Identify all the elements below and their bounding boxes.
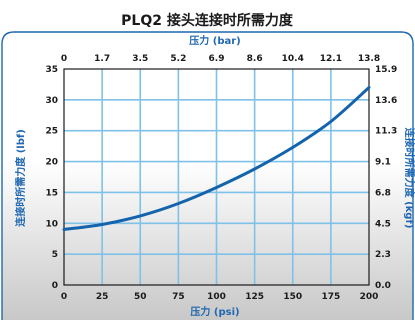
x-tick-label-psi: 0 (61, 292, 67, 302)
y-tick-label-kgf: 6.8 (375, 188, 391, 198)
y-tick-label-lbf: 15 (45, 188, 58, 198)
y-tick-label-kgf: 9.1 (375, 158, 391, 168)
bottom-axis-title: 压力 (psi) (190, 305, 239, 318)
x-tick-label-psi: 175 (321, 292, 340, 302)
x-tick-label-bar: 3.5 (132, 54, 148, 64)
y-tick-label-lbf: 35 (45, 65, 58, 75)
x-tick-label-bar: 8.6 (247, 54, 263, 64)
y-tick-label-kgf: 2.3 (375, 250, 391, 260)
right-axis-title: 连接时所需力度 (kgf) (403, 128, 415, 229)
y-tick-label-lbf: 30 (45, 96, 58, 106)
y-tick-label-kgf: 0.0 (375, 281, 391, 291)
y-tick-label-lbf: 20 (45, 158, 58, 168)
left-axis-title: 连接时所需力度 (lbf) (14, 129, 27, 227)
top-axis-title: 压力 (bar) (189, 34, 240, 47)
y-tick-label-kgf: 4.5 (375, 219, 391, 229)
x-tick-label-bar: 13.8 (358, 54, 380, 64)
x-tick-label-psi: 50 (134, 292, 147, 302)
x-tick-label-psi: 150 (283, 292, 302, 302)
y-tick-label-lbf: 25 (45, 127, 58, 137)
x-tick-label-bar: 1.7 (94, 54, 110, 64)
plot-border (63, 68, 370, 286)
y-tick-label-kgf: 13.6 (375, 96, 397, 106)
chart-frame (1, 31, 414, 320)
chart-title: PLQ2 接头连接时所需力度 (121, 12, 294, 29)
x-tick-label-bar: 5.2 (170, 54, 186, 64)
y-tick-label-kgf: 15.9 (375, 65, 397, 75)
y-tick-label-lbf: 0 (52, 281, 58, 291)
x-tick-label-psi: 25 (96, 292, 109, 302)
series-line (62, 86, 371, 231)
y-tick-label-lbf: 5 (52, 250, 58, 260)
x-tick-label-bar: 0 (61, 54, 67, 64)
y-tick-label-kgf: 11.3 (375, 127, 397, 137)
tick-labels: 00251.7503.5755.21006.91258.615010.41751… (45, 54, 397, 302)
x-tick-label-psi: 125 (245, 292, 264, 302)
x-tick-label-psi: 100 (207, 292, 226, 302)
x-tick-label-bar: 10.4 (282, 54, 304, 64)
x-tick-label-psi: 75 (172, 292, 185, 302)
x-tick-label-bar: 12.1 (320, 54, 342, 64)
x-tick-label-bar: 6.9 (209, 54, 225, 64)
y-tick-label-lbf: 10 (45, 219, 58, 229)
x-tick-label-psi: 200 (360, 292, 379, 302)
grid-lines (64, 69, 369, 285)
